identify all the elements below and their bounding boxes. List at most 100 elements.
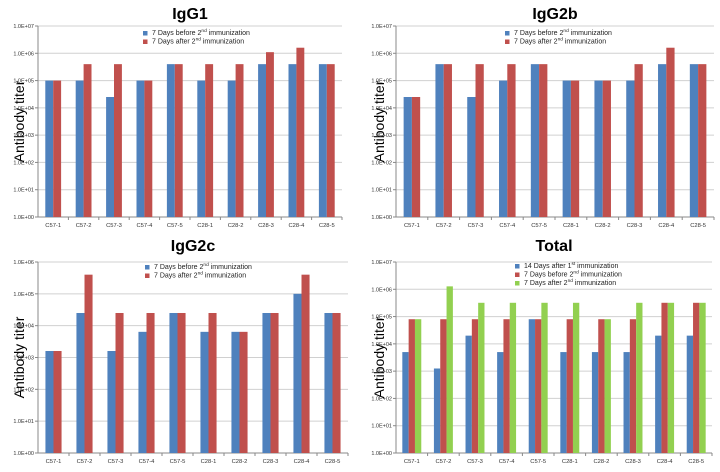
legend-label-sup: nd xyxy=(563,28,569,34)
bar-c57-4-series-1 xyxy=(138,331,147,453)
legend-label-tail: immunization xyxy=(575,263,618,270)
legend-label: 14 Days after 1st immunization xyxy=(524,261,618,270)
chart-igg2c: IgG2c Antibody titer 1.0E+00 1.0E+01 1.0E+02… xyxy=(11,238,349,465)
x-tick-label: C28-1 xyxy=(562,459,578,465)
bar-c28-2-series-2 xyxy=(598,319,605,453)
x-tick-label: C57-2 xyxy=(77,459,93,465)
legend-label-tail: immunization xyxy=(207,30,250,37)
bar-c28-5-series-1 xyxy=(318,64,327,217)
bar-c57-4-series-3 xyxy=(509,302,517,453)
bar-c28-2-series-1 xyxy=(594,80,603,217)
x-tick-label: C57-3 xyxy=(467,459,483,465)
y-tick-label: 1.0E+01 xyxy=(371,188,392,194)
legend-label-sup: nd xyxy=(573,270,579,276)
y-tick-label: 1.0E+06 xyxy=(13,260,34,266)
y-tick-label: 1.0E+06 xyxy=(371,51,392,57)
x-tick-label: C57-5 xyxy=(531,223,547,229)
y-tick-label: 1.0E+02 xyxy=(371,160,392,166)
y-tick-label: 1.0E+07 xyxy=(13,24,34,30)
legend-label-main: 14 Days after 1 xyxy=(524,263,572,270)
x-tick-label: C57-2 xyxy=(76,223,92,229)
y-tick-label: 1.0E+02 xyxy=(13,160,34,166)
bar-c57-2-series-2 xyxy=(84,274,93,453)
bar-c57-2-series-3 xyxy=(446,286,453,453)
bar-c28-3-series-1 xyxy=(258,64,266,217)
bar-c28-5-series-2 xyxy=(698,64,707,217)
legend-label-main: 7 Days after 2 xyxy=(514,39,558,46)
chart-title: IgG2b xyxy=(532,6,578,23)
x-tick-label: C57-5 xyxy=(530,459,546,465)
bar-c57-4-series-2 xyxy=(507,64,516,217)
legend-label: 7 Days before 2nd immunization xyxy=(152,28,250,37)
bar-c57-4-series-1 xyxy=(499,80,508,217)
y-axis-label: Antibody titer xyxy=(371,80,387,162)
bar-c28-2-series-1 xyxy=(591,352,599,453)
chart-igg1: IgG1 Antibody titer 1.0E+00 1.0E+01 1.0E+02 1… xyxy=(11,6,343,229)
legend-label-main: 7 Days after 2 xyxy=(524,280,568,287)
bar-c28-3-series-1 xyxy=(262,312,271,453)
legend-label-tail: immunization xyxy=(563,39,606,46)
bar-c57-3-series-1 xyxy=(465,335,472,453)
bar-c28-5-series-2 xyxy=(693,302,700,453)
legend-swatch xyxy=(143,31,148,36)
x-tick-label: C57-3 xyxy=(106,223,122,229)
legend-label-sup: nd xyxy=(196,37,202,43)
legend-swatch xyxy=(515,264,520,269)
bar-c57-1-series-1 xyxy=(45,80,54,217)
x-tick-label: C57-1 xyxy=(404,459,420,465)
legend-label-main: 7 Days after 2 xyxy=(154,273,198,280)
x-tick-label: C57-1 xyxy=(404,223,420,229)
y-tick-label: 1.0E+03 xyxy=(371,369,392,375)
bar-c57-5-series-1 xyxy=(528,319,536,453)
bar-c28-2-series-2 xyxy=(602,80,611,217)
bar-c57-3-series-1 xyxy=(106,96,114,217)
legend-swatch xyxy=(505,39,510,44)
bar-c57-1-series-2 xyxy=(53,80,62,217)
chart-igg2b: IgG2b Antibody titer 1.0E+00 1.0E+01 1.0E+02… xyxy=(371,6,715,229)
bar-c28-3-series-2 xyxy=(266,52,274,218)
x-tick-label: C28-1 xyxy=(563,223,579,229)
legend-label-tail: immunization xyxy=(573,280,616,287)
bar-c57-1-series-2 xyxy=(408,319,415,453)
legend-label-main: 7 Days before 2 xyxy=(152,30,202,37)
x-tick-label: C28-5 xyxy=(319,223,335,229)
x-tick-label: C57-1 xyxy=(46,459,62,465)
bar-c28-2-series-2 xyxy=(239,331,248,453)
x-tick-label: C57-4 xyxy=(137,223,154,229)
bar-c28-4-series-1 xyxy=(293,293,302,453)
y-axis-label: Antibody titer xyxy=(11,80,27,162)
y-axis-label: Antibody titer xyxy=(11,316,27,398)
legend-label-tail: immunization xyxy=(201,39,244,46)
x-tick-label: C28-4 xyxy=(294,459,311,465)
legend-label: 7 Days before 2nd immunization xyxy=(514,28,612,37)
bar-c57-5-series-3 xyxy=(541,302,548,453)
chart-panel-igg1: IgG1 Antibody titer 1.0E+00 1.0E+01 1.0E+02 1… xyxy=(0,0,360,232)
x-tick-label: C28-2 xyxy=(228,223,244,229)
x-tick-label: C57-5 xyxy=(167,223,183,229)
legend-swatch xyxy=(505,31,510,36)
bar-c28-1-series-2 xyxy=(205,64,214,217)
bar-c57-4-series-2 xyxy=(503,319,510,453)
bar-c57-5-series-1 xyxy=(166,64,175,217)
y-tick-label: 1.0E+02 xyxy=(13,387,34,393)
legend-label: 7 Days after 2nd immunization xyxy=(524,278,616,287)
bar-c57-1-series-1 xyxy=(402,352,409,453)
bar-c57-3-series-2 xyxy=(471,319,479,453)
x-tick-label: C28-5 xyxy=(325,459,341,465)
legend-swatch xyxy=(515,272,520,277)
legend-label-tail: immunization xyxy=(579,272,622,279)
bar-c57-1-series-1 xyxy=(45,351,54,453)
x-tick-label: C57-3 xyxy=(108,459,124,465)
legend-label: 7 Days before 2nd immunization xyxy=(524,270,622,279)
x-tick-label: C28-2 xyxy=(595,223,611,229)
bar-c28-2-series-1 xyxy=(231,331,240,453)
bar-c28-5-series-2 xyxy=(332,312,341,453)
bar-c28-4-series-2 xyxy=(666,47,675,217)
bar-c57-2-series-2 xyxy=(83,64,92,217)
bar-c57-3-series-2 xyxy=(475,64,484,217)
bar-c28-1-series-1 xyxy=(197,80,206,217)
x-tick-label: C28-4 xyxy=(657,459,674,465)
y-tick-label: 1.0E+05 xyxy=(371,79,392,85)
bar-c57-5-series-2 xyxy=(174,64,183,217)
y-tick-label: 1.0E+06 xyxy=(371,287,392,293)
